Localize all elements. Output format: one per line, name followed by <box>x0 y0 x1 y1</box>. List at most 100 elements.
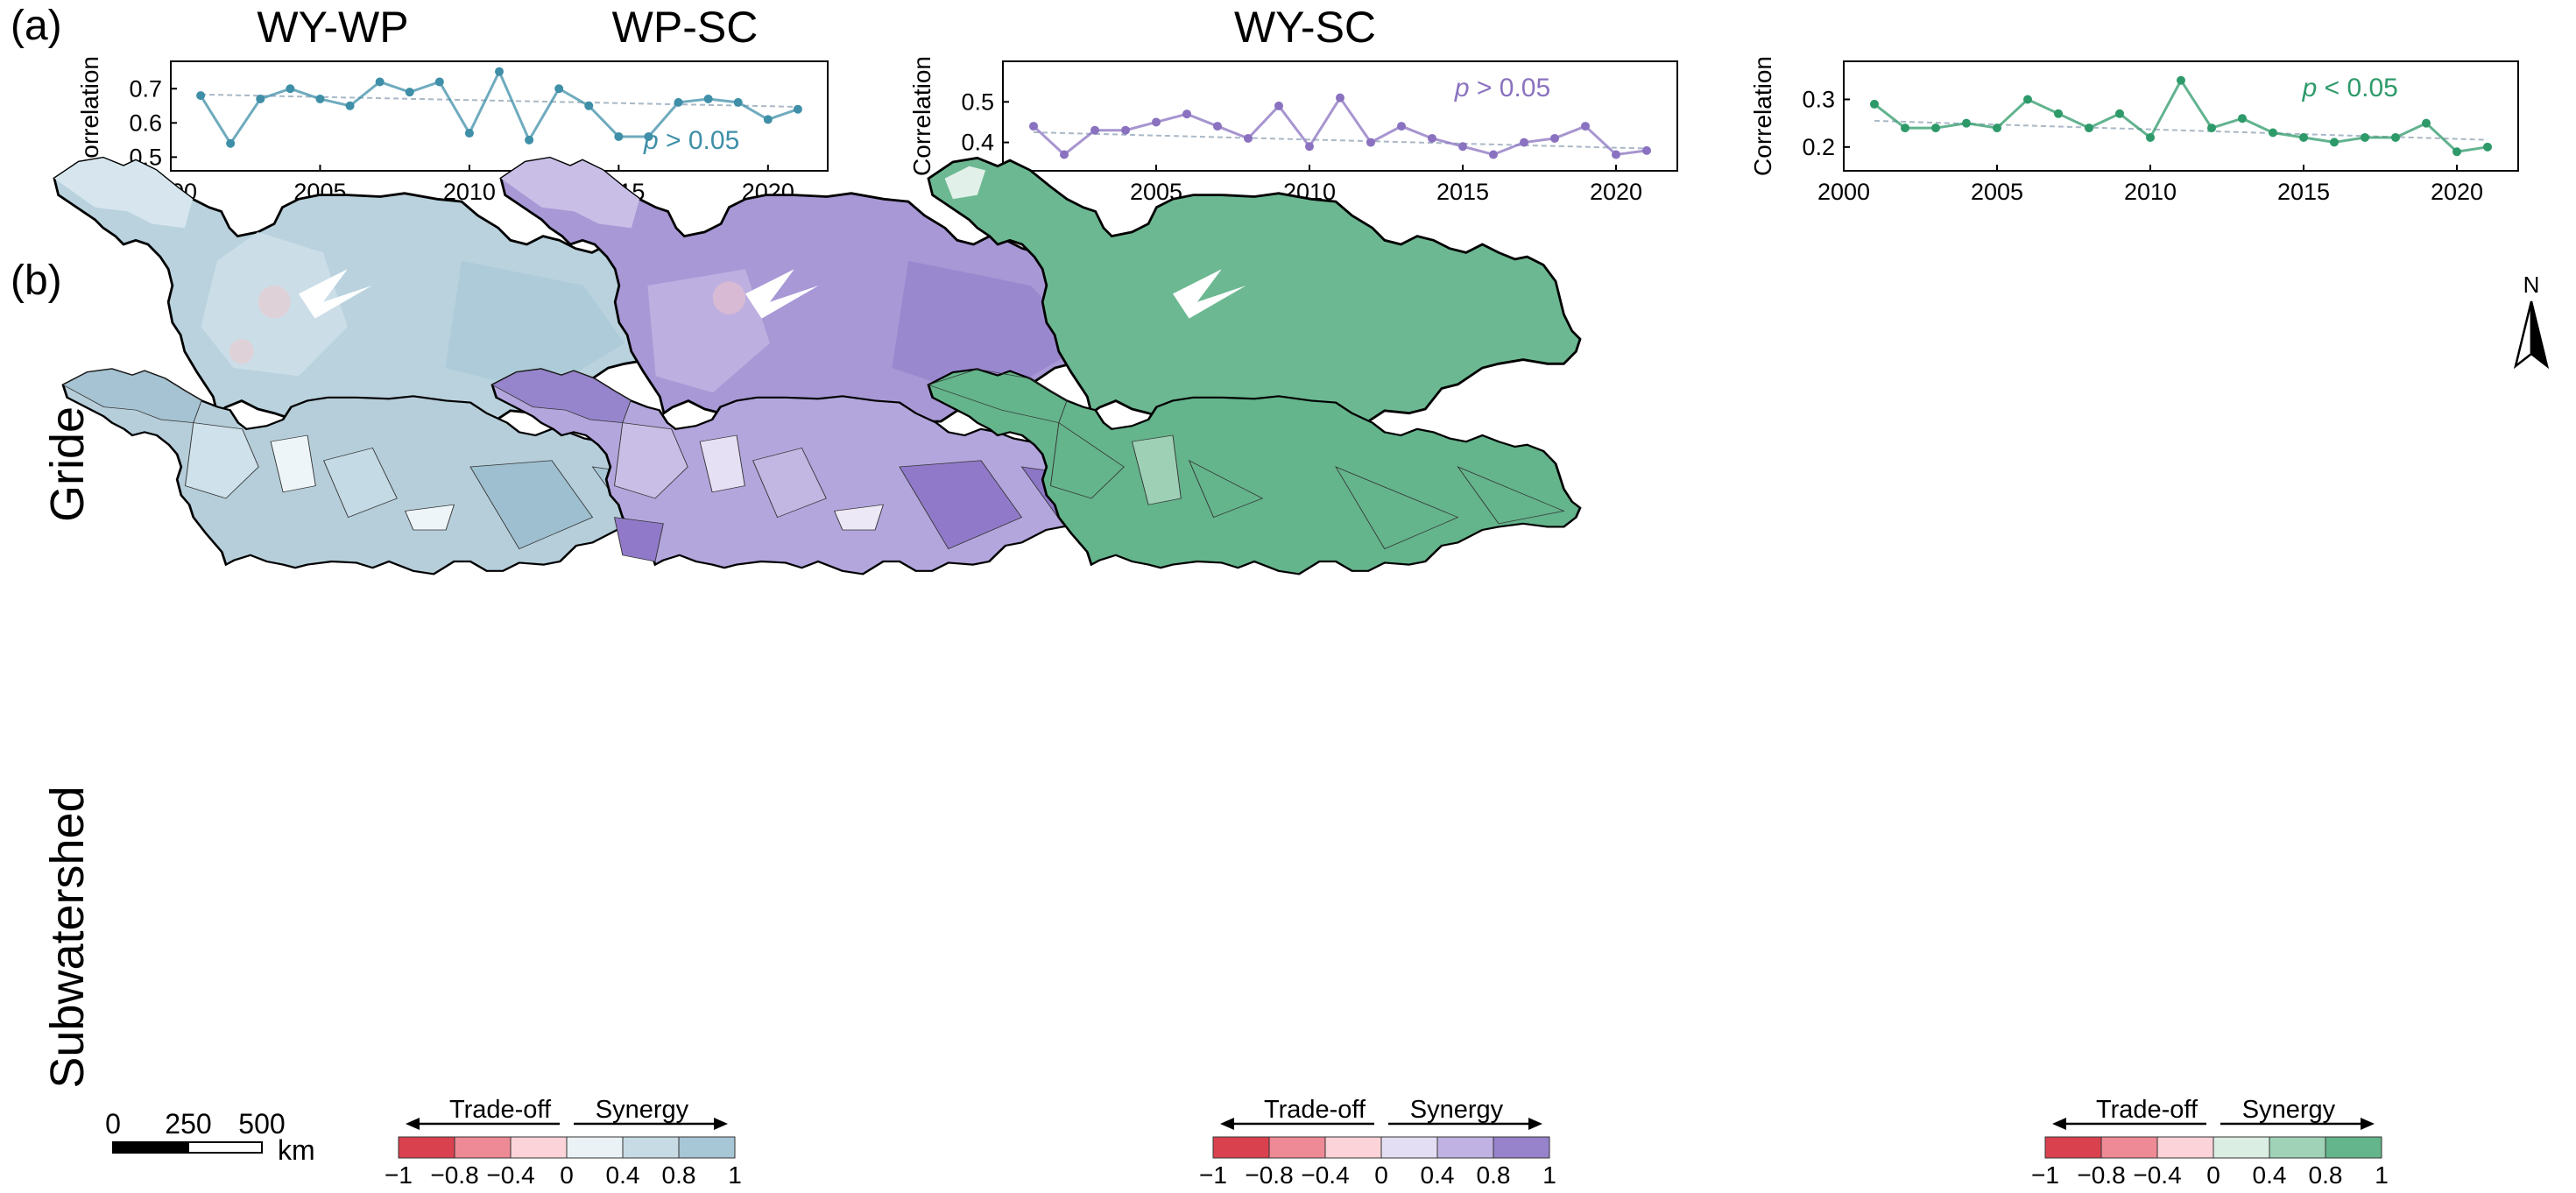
data-point <box>703 94 713 103</box>
synergy-label: Synergy <box>2242 1096 2336 1124</box>
data-point <box>763 115 773 124</box>
x-tick-label: 2005 <box>1971 179 2023 205</box>
data-point <box>2054 109 2063 118</box>
data-point <box>2330 138 2339 147</box>
legend-tick-label: 0 <box>2206 1161 2220 1187</box>
legend-tick-label: 0.8 <box>2309 1161 2343 1187</box>
data-point <box>1182 109 1191 119</box>
scale-unit: km <box>278 1134 315 1166</box>
legend-tick-label: 0.8 <box>662 1161 696 1187</box>
data-point <box>2391 132 2400 142</box>
data-point <box>1366 138 1375 147</box>
y-tick-label: 0.5 <box>961 88 994 115</box>
trend-line <box>201 93 798 108</box>
data-point <box>554 84 564 94</box>
tradeoff-label: Trade-off <box>449 1096 552 1124</box>
x-tick-label: 2005 <box>293 179 346 205</box>
legend-swatch <box>2269 1136 2326 1159</box>
line-chart-wp-sc: 2000 2005 2010 2015 2020 0.4 0.5 Correlation p >… <box>908 56 1678 205</box>
data-point <box>2177 75 2185 85</box>
data-point <box>2085 124 2093 133</box>
legend-wy-wp: −1 −0.8 −0.4 0 0.4 0.8 1 Trade-off Synergy <box>385 1096 742 1187</box>
x-tick-label: 2010 <box>2124 179 2177 205</box>
legend-swatch <box>2213 1136 2270 1159</box>
data-point <box>2269 128 2277 138</box>
scale-label-0: 0 <box>105 1108 121 1140</box>
x-tick-label: 2020 <box>742 179 794 205</box>
y-tick-label: 0.6 <box>129 109 162 136</box>
data-point <box>226 138 236 148</box>
data-point <box>584 101 594 110</box>
data-point <box>1213 122 1222 131</box>
legend-swatch <box>1493 1136 1550 1159</box>
p-value-annotation: p > 0.05 <box>643 126 739 155</box>
legend-swatch <box>510 1136 568 1159</box>
legend-tick-label: 1 <box>1542 1161 1556 1187</box>
plot-frame <box>1843 60 2519 172</box>
north-arrow-icon: N <box>2513 272 2550 370</box>
legend-tick-label: −0.8 <box>430 1161 478 1187</box>
data-point <box>733 97 743 107</box>
x-tick-label: 2010 <box>1283 179 1336 205</box>
legend-swatch <box>566 1136 624 1159</box>
subwatershed-map-wp-sc <box>490 368 1146 575</box>
data-point <box>1336 93 1344 102</box>
legend-tick-label: 1 <box>728 1161 742 1187</box>
line-chart-wy-wp: 2000 2005 2010 2015 2020 0.5 0.6 0.7 Correlation… <box>76 56 829 205</box>
synergy-label: Synergy <box>596 1096 689 1124</box>
data-point <box>1520 138 1528 147</box>
legend-tick-label: −1 <box>385 1161 413 1187</box>
data-point <box>1870 99 1879 109</box>
legend-tick-label: 0.8 <box>1477 1161 1511 1187</box>
data-point <box>614 131 624 141</box>
legend-swatch <box>2325 1136 2382 1159</box>
legend-tick-label: 0 <box>560 1161 574 1187</box>
x-tick-label: 2010 <box>443 179 496 205</box>
data-point <box>1244 133 1253 143</box>
data-point <box>2452 147 2461 157</box>
data-point <box>1121 125 1130 135</box>
data-point <box>1581 122 1590 131</box>
legend-tick-label: 0 <box>1374 1161 1388 1187</box>
y-tick-label: 0.2 <box>1802 134 1835 160</box>
legend-swatch <box>1268 1136 1326 1159</box>
x-tick-label: 2015 <box>2277 179 2330 205</box>
data-point <box>196 91 206 101</box>
scale-label-500: 500 <box>238 1108 285 1140</box>
data-point <box>1060 150 1069 159</box>
data-point <box>1993 124 2001 133</box>
data-point <box>2023 95 2032 104</box>
data-point <box>1397 122 1406 131</box>
y-axis-label: Correlation <box>76 56 103 176</box>
legend-tick-label: 0.4 <box>606 1161 640 1187</box>
data-point <box>1029 122 1038 131</box>
subwatershed-map-wy-sc <box>927 368 1582 575</box>
data-point <box>1489 150 1498 159</box>
tradeoff-label: Trade-off <box>2096 1096 2198 1124</box>
data-point <box>1962 118 1971 128</box>
data-point <box>2115 109 2124 118</box>
tradeoff-arrowhead <box>2052 1118 2066 1130</box>
legend-tick-label: 0.4 <box>2253 1161 2287 1187</box>
data-point <box>286 84 295 94</box>
y-tick-label: 0.7 <box>129 75 162 102</box>
legend-swatch <box>454 1136 512 1159</box>
data-point <box>1931 124 1940 133</box>
legend-swatch <box>1380 1136 1438 1159</box>
data-point <box>1090 125 1099 135</box>
x-tick-label: 2015 <box>1436 179 1489 205</box>
synergy-arrowhead <box>1528 1118 1542 1130</box>
legend-swatch <box>2100 1136 2158 1159</box>
data-point <box>2361 132 2369 142</box>
legend-tick-label: −0.4 <box>486 1161 534 1187</box>
data-point <box>405 88 414 97</box>
x-tick-label: 2020 <box>2431 179 2483 205</box>
y-axis-label: Correlation <box>1749 56 1776 176</box>
x-tick-label: 2000 <box>977 179 1029 205</box>
line-chart-wy-sc: 2000 2005 2010 2015 2020 0.2 0.3 Correlation p <… <box>1749 56 2519 205</box>
plot-frame <box>1002 60 1678 172</box>
data-point <box>525 135 534 145</box>
data-point <box>464 129 474 138</box>
data-point <box>674 97 683 107</box>
x-tick-label: 2015 <box>592 179 645 205</box>
